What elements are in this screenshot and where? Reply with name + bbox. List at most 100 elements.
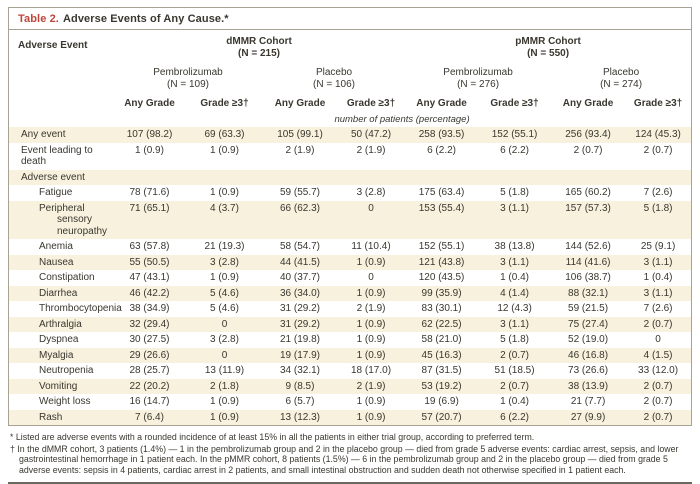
value-cell: 69 (63.3)	[204, 129, 245, 140]
value-cell: 31 (29.2)	[279, 303, 321, 314]
value-cell: 2 (1.9)	[356, 380, 386, 392]
footnote-text: Listed are adverse events with a rounded…	[15, 432, 535, 442]
adverse-event-label: Vomiting	[39, 380, 78, 392]
spacer-cell	[9, 91, 113, 111]
value-cell: 258 (93.5)	[418, 129, 465, 140]
cohort-name: dMMR Cohort	[226, 36, 292, 47]
value-cell: 4 (1.5)	[643, 349, 673, 361]
value-cell: 6 (2.2)	[500, 144, 529, 156]
value-cell: 6 (2.2)	[500, 411, 529, 423]
table-row: Vomiting 22 (20.2) 2 (1.8) 9 (8.5) 2 (1.9) 53…	[9, 378, 692, 394]
value-cell: 1 (0.9)	[210, 144, 239, 156]
adverse-event-label: Arthralgia	[39, 318, 82, 330]
grade-column-header: Any Grade	[416, 98, 467, 109]
value-cell: 1 (0.4)	[643, 272, 673, 283]
value-cell: 11 (10.4)	[351, 241, 391, 252]
value-cell: 6 (2.2)	[427, 144, 456, 156]
value-cell: 2 (0.7)	[643, 380, 673, 392]
cohort-header-dmmr: dMMR Cohort (N = 215)	[113, 30, 405, 60]
adverse-event-label: Fatigue	[39, 187, 73, 198]
value-cell: 13 (12.3)	[279, 411, 321, 423]
cohort-header-pmmr: pMMR Cohort (N = 550)	[405, 30, 691, 60]
value-cell: 105 (99.1)	[277, 129, 323, 140]
value-cell: 1 (0.9)	[356, 334, 386, 345]
value-cell: 55 (50.5)	[129, 256, 170, 268]
group-n: (N = 274)	[600, 79, 643, 90]
value-cell: 3 (2.8)	[210, 334, 239, 345]
value-cell: 5 (1.8)	[500, 187, 529, 198]
value-cell: 30 (27.5)	[129, 334, 170, 345]
adverse-event-label: Weight loss	[39, 396, 91, 407]
group-name: Placebo	[603, 67, 640, 78]
table-row: Diarrhea 46 (42.2) 5 (4.6) 36 (34.0) 1 (0.9)…	[9, 285, 692, 301]
value-cell: 71 (65.1)	[129, 202, 170, 214]
value-cell: 3 (1.1)	[500, 256, 529, 268]
value-cell: 2 (0.7)	[500, 349, 529, 361]
value-cell: 0	[368, 272, 374, 283]
value-cell: 78 (71.6)	[129, 187, 170, 198]
value-cell: 9 (8.5)	[285, 380, 315, 392]
adverse-event-label: Nausea	[39, 256, 74, 268]
value-cell: 3 (2.8)	[210, 256, 239, 268]
value-cell: 36 (34.0)	[279, 287, 321, 299]
table-number: Table 2.	[18, 13, 59, 25]
adverse-event-label: Any event	[21, 129, 66, 140]
group-header-pmmr-placebo: Placebo (N = 274)	[551, 60, 691, 91]
value-cell: 124 (45.3)	[635, 129, 681, 140]
cohort-n: (N = 215)	[238, 48, 280, 59]
adverse-events-table: Table 2. Adverse Events of Any Cause.* Ad…	[8, 7, 692, 426]
footnotes: * Listed are adverse events with a round…	[8, 426, 692, 480]
value-cell: 1 (0.9)	[356, 256, 386, 268]
footnote: † In the dMMR cohort, 3 patients (1.4%) …	[10, 444, 690, 476]
grade-column-header: Any Grade	[562, 98, 614, 109]
group-n: (N = 106)	[313, 79, 355, 90]
value-cell: 1 (0.9)	[210, 272, 239, 283]
section-header-label: Adverse event	[21, 171, 85, 183]
value-cell: 44 (41.5)	[279, 256, 321, 268]
group-name: Pembrolizumab	[443, 67, 513, 78]
value-cell: 5 (4.6)	[210, 287, 239, 299]
table-row: Arthralgia 32 (29.4) 0 31 (29.2) 1 (0.9) 62 (…	[9, 316, 692, 332]
value-cell: 3 (2.8)	[356, 187, 386, 198]
adverse-event-label: Event leading to death	[21, 144, 93, 168]
table-row: Constipation 47 (43.1) 1 (0.9) 40 (37.7) 0 12…	[9, 270, 691, 286]
value-cell: 2 (1.9)	[285, 144, 315, 156]
value-cell: 38 (34.9)	[129, 303, 170, 314]
table-title: Table 2. Adverse Events of Any Cause.*	[9, 8, 691, 30]
value-cell: 75 (27.4)	[568, 318, 609, 330]
adverse-event-label: Neutropenia	[39, 365, 94, 376]
value-cell: 3 (1.1)	[500, 318, 529, 330]
value-cell: 1 (0.9)	[210, 396, 239, 407]
value-cell: 3 (1.1)	[643, 256, 673, 268]
value-cell: 31 (29.2)	[279, 318, 321, 330]
table-row: Myalgia 29 (26.6) 0 19 (17.9) 1 (0.9) 45 (16.…	[9, 347, 692, 363]
value-cell: 120 (43.5)	[418, 272, 465, 283]
value-cell: 121 (43.8)	[418, 256, 465, 268]
value-cell: 63 (57.8)	[129, 241, 170, 252]
value-cell: 13 (11.9)	[204, 365, 245, 376]
value-cell: 59 (21.5)	[568, 303, 609, 314]
value-cell: 175 (63.4)	[418, 187, 465, 198]
value-cell: 7 (6.4)	[135, 411, 164, 423]
value-cell: 22 (20.2)	[129, 380, 170, 392]
value-cell: 106 (38.7)	[565, 272, 611, 283]
value-cell: 21 (7.7)	[570, 396, 606, 407]
group-n: (N = 109)	[167, 79, 209, 90]
value-cell: 2 (0.7)	[573, 144, 603, 156]
value-cell: 1 (0.9)	[135, 144, 164, 156]
table-title-text: Adverse Events of Any Cause.*	[62, 13, 229, 25]
value-cell: 53 (19.2)	[421, 380, 462, 392]
grade-column-header: Grade ≥3†	[633, 98, 683, 109]
table-row: Any event 107 (98.2) 69 (63.3) 105 (99.1) 50…	[9, 127, 692, 143]
value-cell: 4 (3.7)	[210, 202, 239, 214]
value-cell: 1 (0.9)	[210, 187, 239, 198]
value-cell: 50 (47.2)	[351, 129, 392, 140]
value-cell: 1 (0.4)	[500, 396, 529, 407]
value-cell: 62 (22.5)	[421, 318, 462, 330]
value-cell: 38 (13.9)	[568, 380, 609, 392]
value-cell: 0	[221, 349, 228, 361]
value-cell: 73 (26.6)	[568, 365, 609, 376]
units-note: number of patients (percentage)	[334, 114, 470, 125]
table-row: Weight loss 16 (14.7) 1 (0.9) 6 (5.7) 1 (0.9…	[9, 394, 691, 410]
value-cell: 2 (0.7)	[500, 380, 529, 392]
